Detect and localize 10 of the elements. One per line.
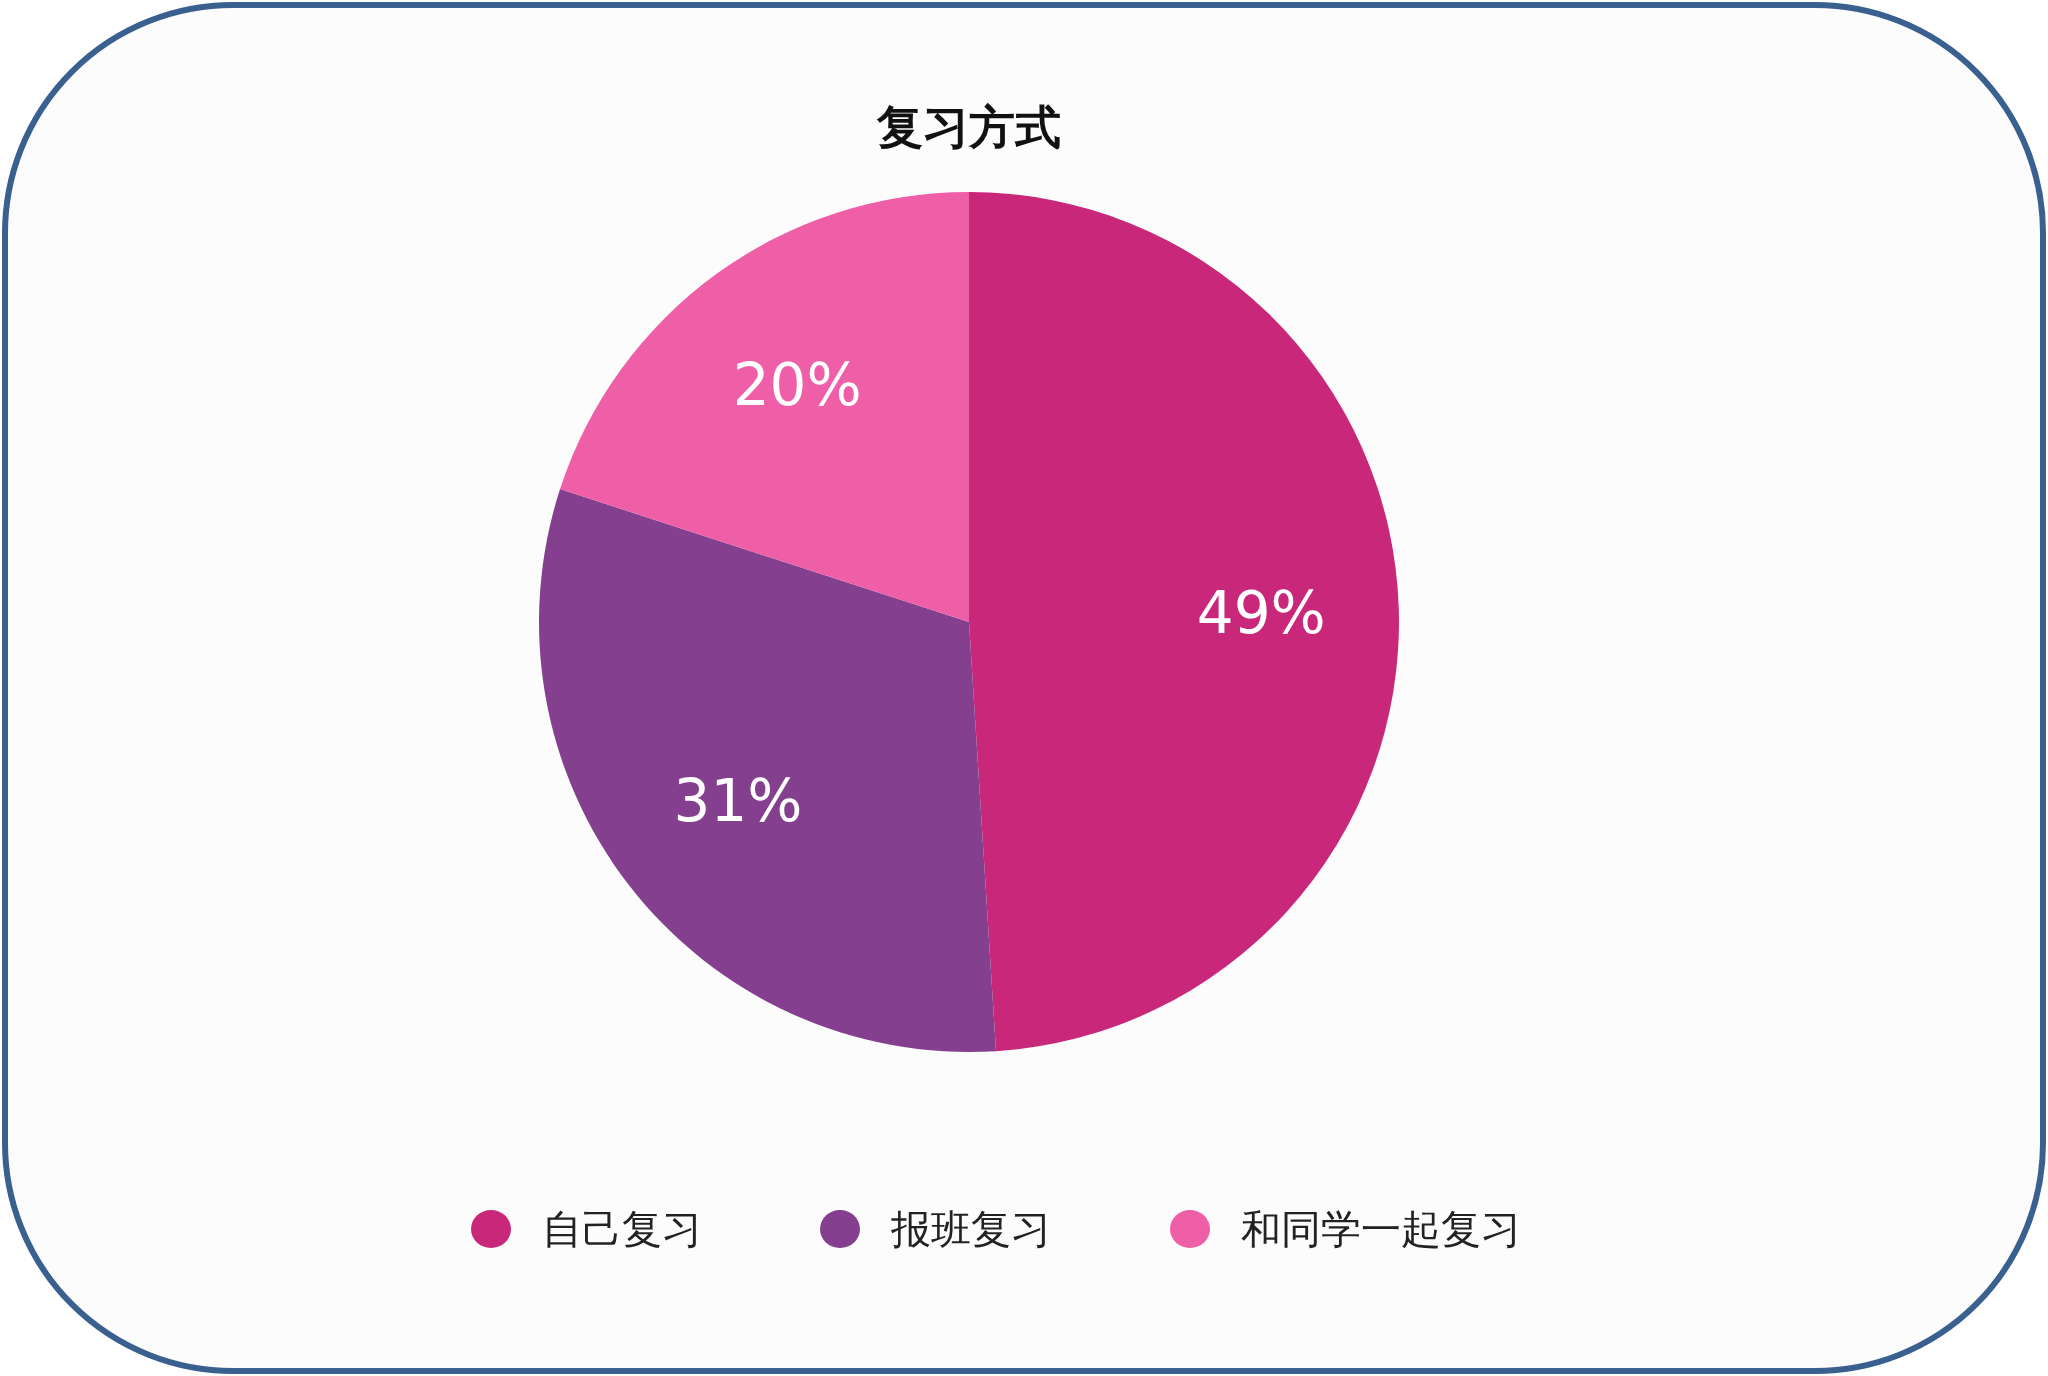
data-label: 20% [732, 351, 862, 420]
chart-title: 复习方式 [876, 100, 1061, 154]
data-label: 49% [1196, 578, 1326, 647]
legend-label: 和同学一起复习 [1241, 1206, 1521, 1252]
legend-label: 自己复习 [542, 1206, 702, 1252]
pie-slice [560, 192, 969, 622]
legend-label: 报班复习 [890, 1206, 1051, 1252]
pie-slice [539, 489, 996, 1052]
data-label: 31% [673, 767, 803, 836]
pie-slice [969, 192, 1399, 1052]
